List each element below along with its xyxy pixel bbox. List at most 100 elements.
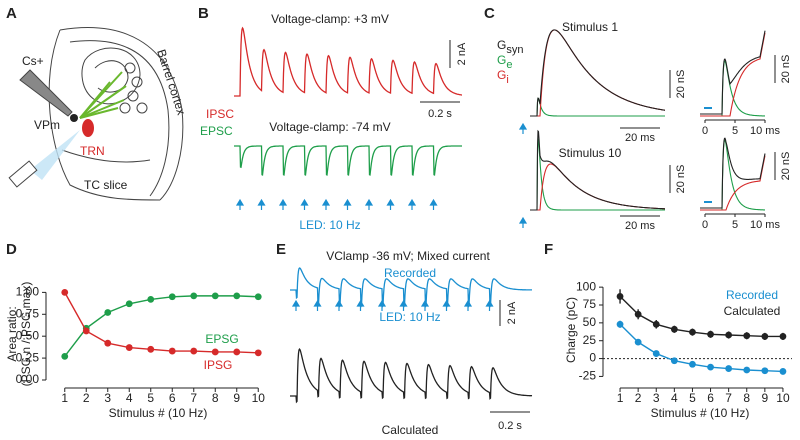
y-axis-label: Area ratio: (5, 306, 19, 361)
point (211, 292, 219, 300)
point (147, 295, 155, 303)
inset-tick-label: 10 ms (750, 219, 780, 231)
x-tick-label: 4 (126, 391, 133, 405)
stim-arrow (407, 198, 417, 210)
scale-label: 0.2 s (498, 420, 522, 432)
scale-label: 0.2 s (428, 108, 452, 120)
legend-entry: Gi (497, 68, 509, 86)
stim-arrow (463, 299, 473, 311)
y-tick-label: 1.00 (16, 285, 40, 299)
series-line (64, 292, 259, 354)
stim-arrow (313, 299, 322, 311)
trace (290, 267, 532, 309)
stim-arrow (420, 299, 430, 311)
stim-arrow (278, 198, 288, 210)
point (743, 366, 751, 374)
point (689, 360, 696, 368)
x-tick-label: 9 (762, 391, 769, 405)
panel-label: D (6, 241, 17, 258)
y-axis-label: Charge (pC) (564, 297, 578, 363)
series-line (619, 323, 783, 373)
trace (530, 137, 665, 211)
point (761, 333, 769, 340)
y-tick-label: 0.75 (16, 306, 40, 320)
point (761, 367, 769, 375)
y-tick-label: 0.00 (16, 372, 40, 386)
y-tick-label: 0.25 (16, 350, 40, 364)
stim-arrow (356, 299, 365, 311)
scale-label: 2 nA (456, 42, 468, 65)
label: Cs+ (22, 54, 44, 68)
y-tick-label: -25 (579, 369, 597, 383)
trace-label: IPSC (206, 107, 234, 121)
x-tick-label: 5 (147, 391, 154, 405)
y-tick-label: 50 (583, 315, 597, 329)
legend-entry: Ge (497, 53, 512, 71)
x-axis-label: Stimulus # (10 Hz) (651, 406, 750, 420)
x-tick-label: 8 (743, 391, 750, 405)
panel-label: A (6, 5, 17, 22)
stim-label: LED: 10 Hz (299, 218, 360, 232)
electrode-tip (70, 114, 78, 122)
stim-arrow (300, 198, 309, 210)
point (670, 325, 678, 333)
inset-tick-label: 5 (732, 125, 738, 137)
point (190, 292, 198, 300)
trace (700, 155, 766, 211)
y-tick-label: 25 (583, 333, 597, 347)
trace-label: Recorded (384, 266, 436, 280)
stim-arrow (485, 299, 494, 311)
point (616, 293, 624, 300)
trace (530, 163, 665, 211)
point (168, 293, 176, 301)
x-tick-label: 1 (61, 391, 68, 405)
stim-arrow (377, 299, 387, 311)
trace (530, 129, 665, 211)
point (725, 365, 733, 372)
point (104, 339, 112, 347)
x-tick-label: 4 (671, 391, 678, 405)
trace (530, 97, 665, 117)
legend-entry: IPSG (204, 358, 233, 372)
point (779, 333, 787, 340)
stim-arrow (518, 216, 528, 228)
point (616, 320, 624, 328)
stim-arrow (291, 299, 301, 311)
trace-label: Calculated (382, 423, 439, 437)
projections (79, 71, 127, 119)
trace-label: EPSC (200, 124, 233, 138)
trace (700, 32, 766, 117)
x-tick-label: 6 (707, 391, 714, 405)
label: TRN (80, 144, 105, 158)
trace (530, 29, 665, 117)
x-tick-label: 3 (653, 391, 660, 405)
stim-arrow (429, 198, 438, 210)
inset-tick-label: 5 (732, 219, 738, 231)
x-tick-label: 6 (169, 391, 176, 405)
inset-tick-label: 0 (702, 219, 708, 231)
x-tick-label: 2 (83, 391, 90, 405)
trace (700, 137, 766, 209)
point (233, 348, 241, 356)
label: VPm (34, 118, 60, 132)
legend-entry: Calculated (724, 304, 781, 318)
title: Stimulus 1 (562, 20, 618, 34)
trace (290, 347, 533, 404)
point (725, 331, 733, 339)
stim-arrow (334, 299, 344, 311)
inset-tick-label: 10 ms (750, 125, 780, 137)
x-tick-label: 8 (212, 391, 219, 405)
layout: A B C D E F Cs+ Barrel cortex VPm TRN TC… (6, 5, 792, 437)
y-tick-label: 0 (589, 351, 596, 365)
panel-label: E (276, 241, 286, 258)
point (634, 310, 642, 318)
point (61, 352, 69, 360)
series-line (619, 295, 783, 338)
point (254, 349, 262, 357)
stim-arrow (257, 198, 266, 210)
point (211, 348, 219, 356)
trace (700, 30, 766, 115)
point (652, 320, 660, 328)
stim-label: LED: 10 Hz (379, 310, 440, 324)
legend-entry: Recorded (726, 288, 778, 302)
